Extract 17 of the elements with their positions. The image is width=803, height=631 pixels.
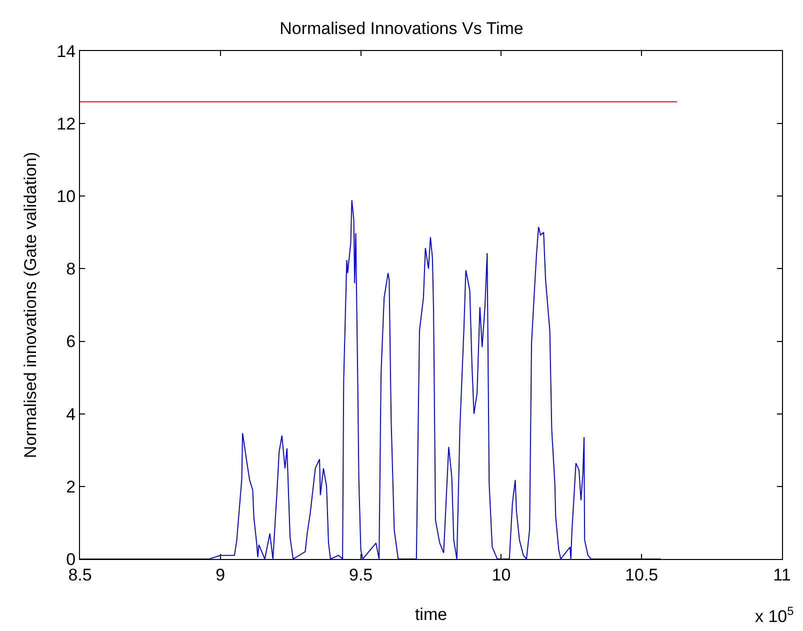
- x-tick-label: 9: [216, 565, 226, 584]
- y-tick-label: 8: [66, 260, 76, 279]
- y-tick-label: 6: [66, 332, 76, 352]
- x-tick-label: 10.5: [625, 565, 658, 584]
- text: x 10$^{5}$: [755, 604, 794, 626]
- y-tick-label: 10: [56, 187, 76, 206]
- line-series: [80, 200, 662, 559]
- y-axis-title: Normalised innovations (Gate validation): [21, 152, 40, 458]
- y-tick-label: 14: [56, 42, 76, 61]
- x-tick-label: 9.5: [348, 565, 373, 584]
- y-tick-label: 12: [56, 114, 76, 134]
- x-tick-label: 10: [492, 565, 511, 584]
- x-axis-title: time: [414, 605, 448, 624]
- y-tick-label: 4: [66, 404, 76, 424]
- chart-title: Normalised Innovations Vs Time: [280, 18, 524, 38]
- x-tick-label: 11: [773, 565, 791, 584]
- y-tick-label: 2: [66, 477, 76, 496]
